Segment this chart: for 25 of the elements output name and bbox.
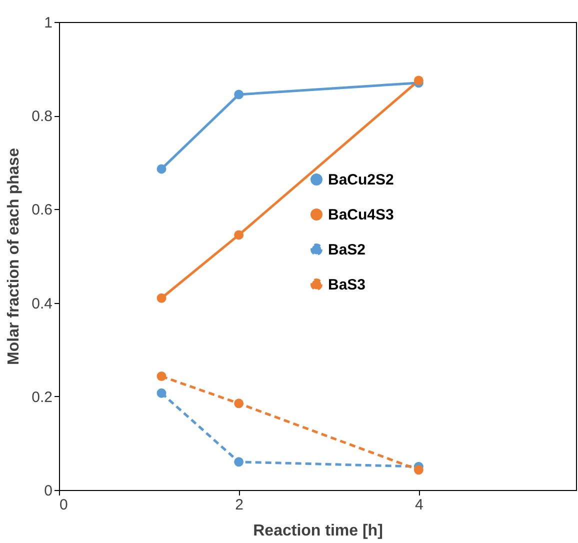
point: [414, 465, 424, 475]
x-axis-title: Reaction time [h]: [253, 522, 383, 540]
point: [414, 76, 424, 86]
point: [234, 398, 244, 408]
point: [156, 164, 166, 174]
y-tick-label: 0.8: [32, 108, 52, 126]
y-axis-title: Molar fraction of each phase: [6, 148, 23, 365]
legend-label: BaCu4S3: [328, 206, 394, 224]
legend-label: BaS2: [328, 242, 366, 258]
point: [234, 457, 244, 467]
point: [234, 90, 244, 100]
point: [156, 372, 166, 382]
point: [234, 230, 244, 240]
y-tick-label: 1: [44, 14, 52, 32]
y-tick-label: 0: [44, 482, 52, 500]
legend-label: BaS3: [328, 276, 366, 294]
point: [156, 293, 166, 303]
y-tick-label: 0.4: [32, 295, 52, 312]
point: [156, 388, 166, 398]
x-tick-label: 2: [235, 496, 244, 514]
y-tick-label: 0.6: [32, 202, 52, 219]
y-tick-label: 0.2: [32, 388, 52, 406]
x-tick-label: 4: [414, 496, 424, 514]
x-tick-label: 0: [60, 496, 68, 514]
legend-label: BaCu2S2: [328, 172, 394, 188]
